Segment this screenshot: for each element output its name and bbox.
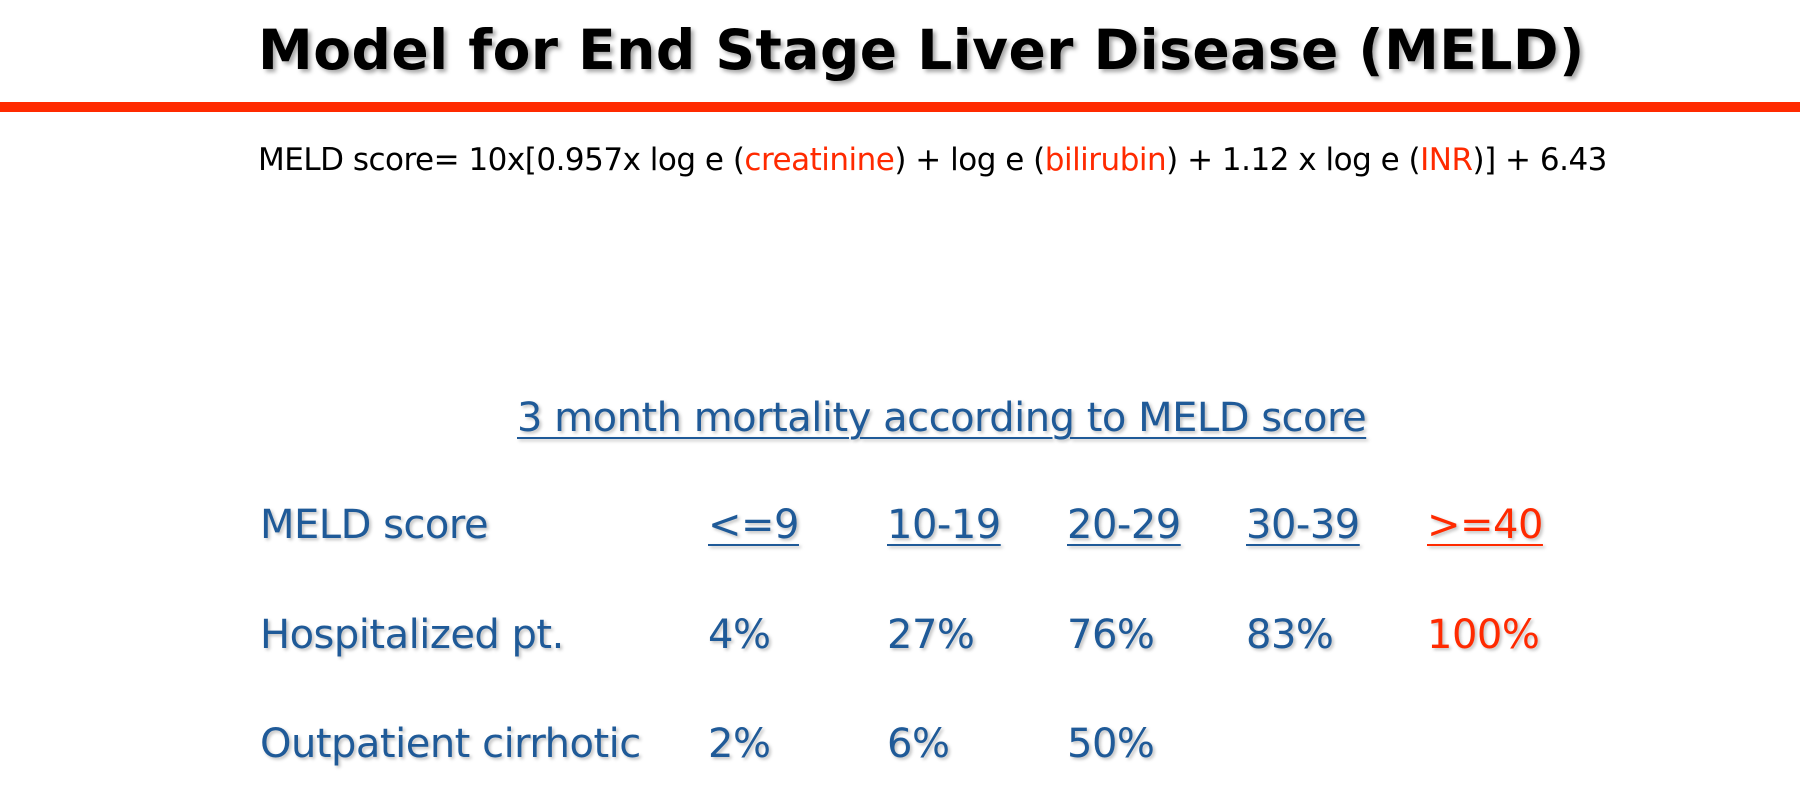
col-header-30-39: 30-39 [1246,502,1360,548]
formula-creatinine: creatinine [744,142,895,178]
col-header-20-29: 20-29 [1067,502,1181,548]
formula-part-2: ) + log e ( [894,142,1045,178]
table-cell: 83% [1246,612,1334,658]
formula-part-1: MELD score= 10x[0.957x log e ( [258,142,745,178]
formula-part-3: ) + 1.12 x log e ( [1166,142,1421,178]
table-cell: 2% [708,721,771,767]
formula-part-4: )] + 6.43 [1472,142,1608,178]
table-cell: 100% [1427,612,1540,658]
col-header-le9: <=9 [708,502,799,548]
row-label-hospitalized: Hospitalized pt. [260,612,564,658]
row-label-meld-score: MELD score [260,502,489,548]
col-header-10-19: 10-19 [887,502,1001,548]
table-cell: 6% [887,721,950,767]
table-cell: 27% [887,612,975,658]
meld-formula: MELD score= 10x[0.957x log e (creatinine… [258,142,1607,178]
table-cell: 4% [708,612,771,658]
formula-inr: INR [1420,142,1473,178]
mortality-table-title: 3 month mortality according to MELD scor… [517,395,1367,441]
table-cell: 76% [1067,612,1155,658]
title-divider [0,102,1800,112]
col-header-ge40: >=40 [1427,502,1543,548]
row-label-outpatient: Outpatient cirrhotic [260,721,641,767]
slide-title: Model for End Stage Liver Disease (MELD) [258,18,1585,82]
table-cell: 50% [1067,721,1155,767]
formula-bilirubin: bilirubin [1044,142,1167,178]
